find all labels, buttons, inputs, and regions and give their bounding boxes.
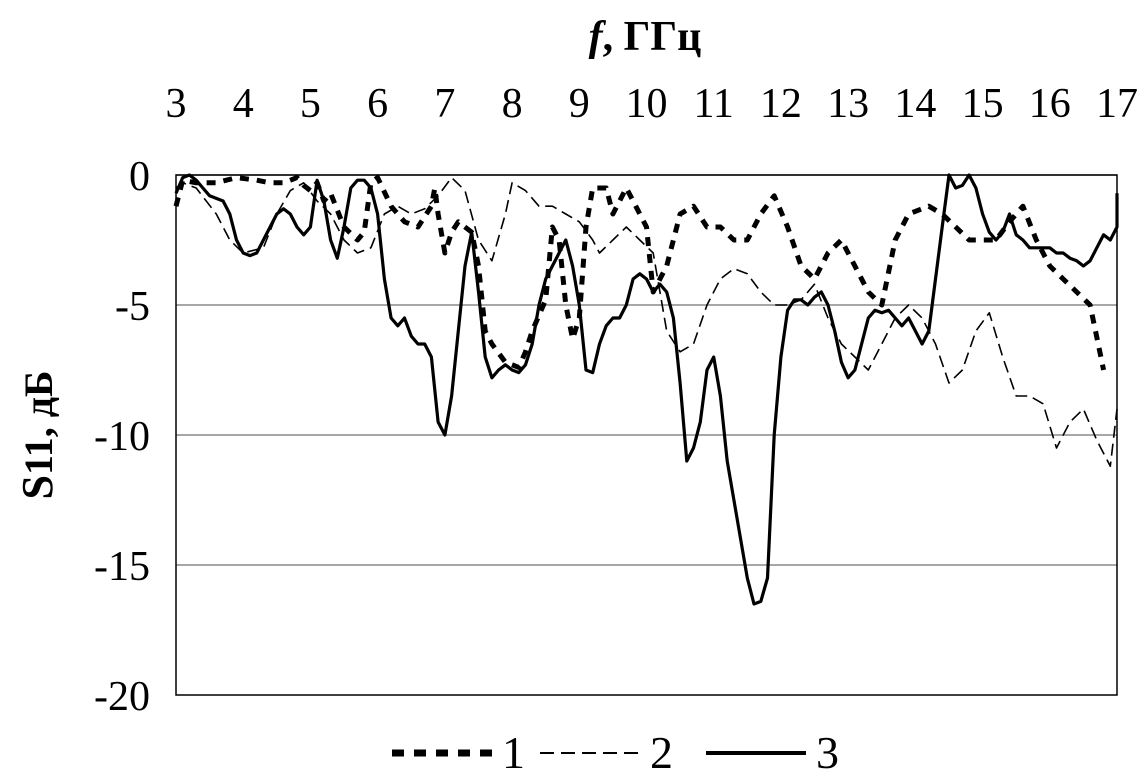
gridlines (176, 174, 1117, 566)
x-tick-label: 6 (367, 81, 388, 127)
series-line-2 (175, 176, 1118, 468)
legend: 1 2 3 (392, 727, 839, 773)
x-tick-label: 9 (569, 81, 590, 127)
x-tick-label: 4 (233, 81, 254, 127)
x-tick-label: 3 (166, 81, 187, 127)
x-axis-title-rest: , ГГц (603, 14, 702, 60)
legend-label-1: 1 (502, 727, 525, 773)
x-axis-title-italic: f (589, 14, 607, 60)
x-tick-label: 14 (894, 81, 936, 127)
y-axis-title-rest: 11, дБ (16, 371, 61, 475)
y-axis-title: S11, дБ (13, 371, 62, 500)
x-axis-title: f, ГГц (589, 14, 702, 60)
plot-frame (175, 174, 1118, 696)
x-tick-label: 15 (962, 81, 1004, 127)
y-tick-label: -10 (94, 414, 150, 460)
y-tick-label: 0 (129, 154, 150, 200)
legend-label-2: 2 (650, 727, 673, 773)
x-tick-label: 5 (300, 81, 321, 127)
y-tick-label: -15 (94, 544, 150, 590)
x-tick-label: 13 (827, 81, 869, 127)
x-tick-label: 16 (1029, 81, 1071, 127)
x-tick-label: 17 (1096, 81, 1138, 127)
legend-label-3: 3 (816, 727, 839, 773)
x-tick-labels: 3 4 5 6 7 8 9 10 11 12 13 14 15 16 17 (166, 81, 1138, 127)
x-tick-label: 12 (760, 81, 802, 127)
series-line-3 (174, 173, 1119, 606)
y-axis-title-main: S (13, 475, 62, 499)
series-lines (173, 173, 1119, 606)
x-tick-label: 10 (626, 81, 668, 127)
x-tick-label: 7 (434, 81, 455, 127)
y-tick-labels: 0 -5 -10 -15 -20 (94, 154, 150, 720)
x-tick-label: 11 (693, 81, 733, 127)
x-tick-label: 8 (502, 81, 523, 127)
y-tick-label: -20 (94, 674, 150, 720)
y-tick-label: -5 (115, 284, 150, 330)
